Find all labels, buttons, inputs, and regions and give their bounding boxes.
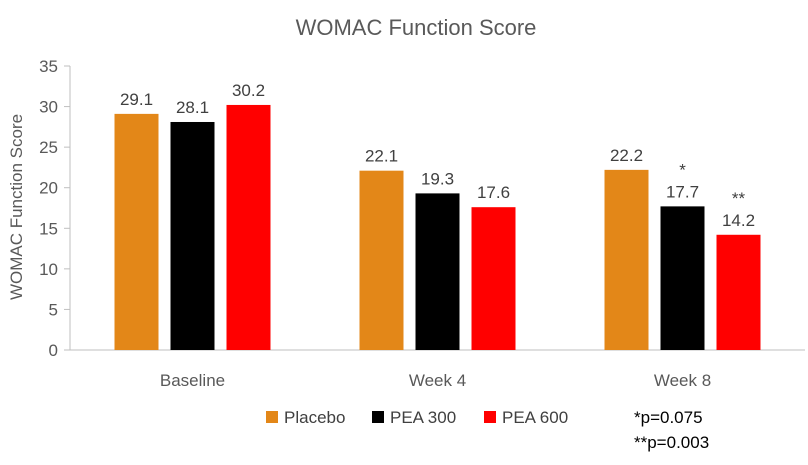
chart-title: WOMAC Function Score [296, 15, 537, 40]
y-tick-label: 35 [39, 57, 58, 76]
y-tick-label: 25 [39, 138, 58, 157]
legend-label: PEA 600 [502, 408, 568, 427]
bar [226, 104, 271, 350]
data-label: 30.2 [232, 81, 265, 100]
legend-swatch [266, 411, 278, 423]
bar [114, 113, 159, 350]
bar [660, 206, 705, 350]
footnote-p-003: **p=0.003 [634, 433, 710, 452]
data-label: 19.3 [421, 169, 454, 188]
footnote-p-075: *p=0.075 [634, 408, 703, 427]
x-tick-label: Week 4 [409, 371, 466, 390]
legend-label: Placebo [284, 408, 345, 427]
legend-swatch [372, 411, 384, 423]
x-tick-label: Week 8 [654, 371, 711, 390]
bar [170, 121, 215, 350]
bar [716, 234, 761, 350]
data-label: 22.1 [365, 147, 398, 166]
y-tick-label: 30 [39, 98, 58, 117]
y-axis-title: WOMAC Function Score [7, 114, 26, 300]
y-tick-label: 15 [39, 219, 58, 238]
x-tick-label: Baseline [160, 371, 225, 390]
legend-swatch [484, 411, 496, 423]
y-tick-label: 10 [39, 260, 58, 279]
significance-marker: * [679, 160, 686, 179]
data-label: 28.1 [176, 98, 209, 117]
y-tick-label: 20 [39, 179, 58, 198]
bar [359, 170, 404, 350]
data-label: 29.1 [120, 90, 153, 109]
bars: 29.1 28.1 30.2 22.1 19.3 17.6 22.2 17.7 * 14.2 ** [114, 81, 761, 350]
data-label: 17.6 [477, 183, 510, 202]
legend: Placebo PEA 300 PEA 600 [266, 408, 568, 427]
bar [415, 193, 460, 350]
data-label: 22.2 [610, 146, 643, 165]
y-tick-label: 5 [49, 300, 58, 319]
legend-label: PEA 300 [390, 408, 456, 427]
y-tick-label: 0 [49, 341, 58, 360]
bar [471, 207, 516, 350]
data-label: 17.7 [666, 182, 699, 201]
data-label: 14.2 [722, 211, 755, 230]
significance-marker: ** [732, 189, 746, 208]
bar [604, 169, 649, 350]
